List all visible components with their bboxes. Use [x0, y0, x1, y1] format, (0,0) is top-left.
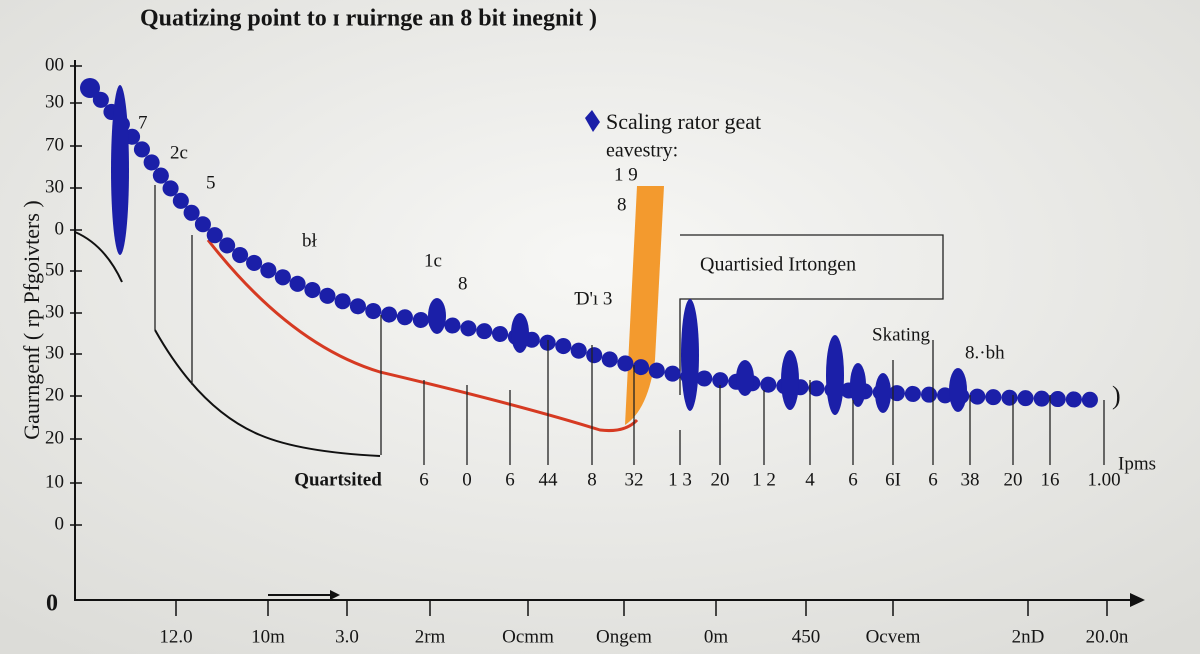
x-tick-label: 2rm — [415, 626, 446, 647]
callout-box — [679, 234, 944, 395]
y-tick-label: 20 — [45, 427, 64, 448]
arrow-head — [330, 590, 340, 600]
spike — [875, 373, 891, 413]
black-curve — [74, 231, 123, 283]
inner-label: 1.00 — [1087, 469, 1120, 490]
y-tick-label: 50 — [45, 259, 64, 280]
inner-label: 6 — [419, 469, 429, 490]
inner-label: Quartsited — [294, 469, 382, 490]
curve-label: Ɗ'ı 3 — [574, 288, 612, 309]
spike — [949, 368, 967, 412]
spike — [681, 299, 699, 411]
inner-label: 38 — [961, 469, 980, 490]
curve-label: 8 — [617, 194, 627, 215]
inner-label: 6 — [928, 469, 938, 490]
spike — [850, 363, 866, 407]
x-tick-label: 12.0 — [159, 626, 192, 647]
curve-label: 8 — [458, 273, 468, 294]
inner-label: 6 — [505, 469, 515, 490]
spike — [781, 350, 799, 410]
x-tick-label: 0m — [704, 626, 729, 647]
y-tick-label: 30 — [45, 342, 64, 363]
callout-line: Scaling rator geat — [606, 109, 761, 134]
y-tick-label: 00 — [45, 54, 64, 75]
curve-label: 2c — [170, 142, 188, 163]
curve-label: 1 9 — [614, 164, 638, 185]
curve-label: ) — [1112, 381, 1121, 410]
spike — [111, 85, 129, 255]
curve-label: 5 — [206, 172, 216, 193]
y-axis-label: Gaurngenf ( rp Pfgoivters ) — [19, 200, 44, 440]
inner-label: 20 — [711, 469, 730, 490]
y-tick-label: 10 — [45, 471, 64, 492]
inner-label: 6I — [885, 469, 901, 490]
black-curve — [154, 329, 381, 457]
x-tick-label: 2nD — [1012, 626, 1045, 647]
inner-label: 0 — [462, 469, 472, 490]
x-tick-label: Ongem — [596, 626, 652, 647]
y-tick-label: 0 — [55, 513, 65, 534]
spike — [826, 335, 844, 415]
y-tick-label: 30 — [45, 91, 64, 112]
inner-unit: Ipms — [1118, 453, 1156, 474]
side-label: Skating — [872, 324, 931, 345]
x-arrow — [1130, 593, 1145, 607]
inner-label: 44 — [539, 469, 559, 490]
spike — [428, 298, 446, 334]
y-tick-label: 30 — [45, 176, 64, 197]
inner-label: 1 2 — [752, 469, 776, 490]
inner-label: 16 — [1041, 469, 1060, 490]
drop-line — [154, 185, 193, 385]
y-tick-label: 20 — [45, 384, 64, 405]
title: Quatizing point to ɪ ruirnge an 8 bit in… — [140, 6, 597, 32]
inner-label: 4 — [805, 469, 815, 490]
axes — [74, 60, 1135, 601]
box-label: Quartisied Irtongen — [700, 254, 856, 276]
spike — [736, 360, 754, 396]
curve-label: bł — [302, 230, 318, 251]
inner-label: 32 — [625, 469, 644, 490]
side-label: 8.·bh — [965, 342, 1005, 363]
spike — [511, 313, 529, 353]
x-tick-label: Ocmm — [502, 626, 554, 647]
x-tick-label: 20.0n — [1086, 626, 1129, 647]
dot — [80, 78, 100, 98]
inner-label: 8 — [587, 469, 597, 490]
x-tick-label: 3.0 — [335, 626, 359, 647]
curve-label: 1c — [424, 250, 442, 271]
x-tick-label: 450 — [792, 626, 821, 647]
y-tick-label: 0 — [55, 218, 65, 239]
x-tick-label: 10m — [251, 626, 285, 647]
x-tick-label: Ocvem — [866, 626, 921, 647]
inner-label: 1 3 — [668, 469, 692, 490]
y-tick-label: 30 — [45, 301, 64, 322]
red-curve — [206, 239, 639, 432]
spikes — [80, 78, 967, 415]
origin-label: 0 — [46, 591, 58, 617]
callout-icon — [585, 110, 600, 132]
inner-label: 6 — [848, 469, 858, 490]
callout-line: eavestry: — [606, 140, 678, 162]
inner-label: 20 — [1004, 469, 1023, 490]
curve-label: 7 — [138, 112, 148, 133]
y-tick-label: 70 — [45, 134, 64, 155]
